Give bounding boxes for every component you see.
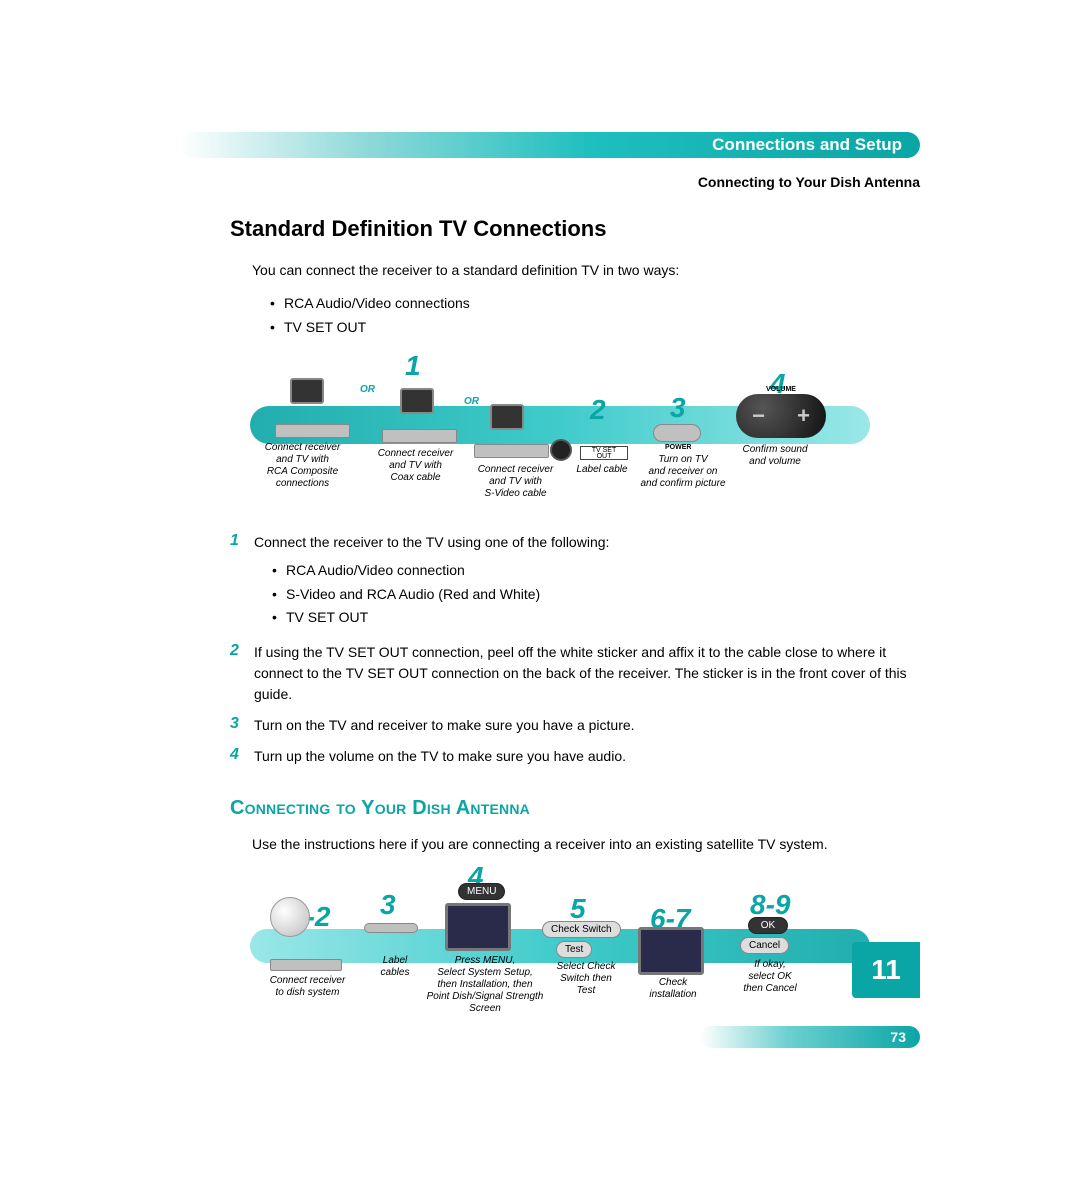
volume-label: VOLUME — [766, 386, 796, 393]
or-label: OR — [464, 396, 479, 407]
diagram-caption: Confirm sound and volume — [730, 444, 820, 468]
section2-intro: Use the instructions here if you are con… — [252, 834, 920, 854]
diagram-caption: Connect receiver and TV with S-Video cab… — [468, 464, 563, 500]
sub-bullet: S-Video and RCA Audio (Red and White) — [272, 583, 920, 607]
bullet-item: TV SET OUT — [270, 316, 920, 340]
diagram-sd-connections: 1 2 3 4 OR OR TV SETOUT POWER − + VOLUME… — [250, 354, 870, 514]
sub-bullet: TV SET OUT — [272, 606, 920, 630]
subheader: Connecting to Your Dish Antenna — [230, 174, 920, 190]
sub-bullet: RCA Audio/Video connection — [272, 559, 920, 583]
tv-icon — [490, 404, 524, 430]
ok-button-icon: OK — [748, 917, 788, 934]
diagram-caption: Check installation — [638, 977, 708, 1001]
tv-icon — [290, 378, 324, 404]
diagram-caption: Label cable — [572, 464, 632, 476]
bullet-item: RCA Audio/Video connections — [270, 292, 920, 316]
cable-icon — [364, 923, 418, 933]
diagram-step-2: 2 — [590, 394, 606, 426]
step-row: 2 If using the TV SET OUT connection, pe… — [230, 642, 920, 705]
check-switch-button-icon: Check Switch — [542, 921, 621, 938]
step-row: 1 Connect the receiver to the TV using o… — [230, 532, 920, 632]
section1-title: Standard Definition TV Connections — [230, 216, 920, 242]
label-sticker-icon: TV SETOUT — [580, 446, 628, 460]
receiver-icon — [382, 429, 457, 443]
volume-control-icon: − + — [736, 394, 826, 438]
header-banner: Connections and Setup — [180, 132, 920, 158]
receiver-icon — [653, 424, 701, 442]
section1-bullets: RCA Audio/Video connections TV SET OUT — [270, 292, 920, 340]
header-banner-text: Connections and Setup — [712, 135, 902, 155]
step-row: 3 Turn on the TV and receiver to make su… — [230, 715, 920, 736]
step-row: 4 Turn up the volume on the TV to make s… — [230, 746, 920, 767]
diagram-caption: Press MENU, Select System Setup, then In… — [420, 955, 550, 1015]
chapter-tab: 11 — [852, 942, 920, 998]
step-text: If using the TV SET OUT connection, peel… — [254, 642, 920, 705]
tv-icon — [400, 388, 434, 414]
plus-icon: + — [797, 403, 810, 429]
step-text: Turn up the volume on the TV to make sur… — [254, 746, 920, 767]
step-number: 4 — [230, 746, 254, 767]
diagram-step-3: 3 — [380, 889, 396, 921]
diagram-caption: Label cables — [370, 955, 420, 979]
svideo-icon — [550, 439, 572, 461]
diagram-step-89: 8-9 — [750, 889, 790, 921]
tv-check-icon — [638, 927, 704, 975]
step-number: 2 — [230, 642, 254, 705]
diagram-caption: Turn on TV and receiver on and confirm p… — [638, 454, 728, 490]
step-text: Turn on the TV and receiver to make sure… — [254, 715, 920, 736]
diagram-step-3: 3 — [670, 392, 686, 424]
or-label: OR — [360, 384, 375, 395]
section1-intro: You can connect the receiver to a standa… — [252, 260, 920, 280]
receiver-icon — [474, 444, 549, 458]
diagram-dish-antenna: 1-2 3 4 5 6-7 8-9 MENU Check Switch Test… — [250, 867, 870, 1017]
test-button-icon: Test — [556, 941, 592, 958]
menu-button-icon: MENU — [458, 883, 505, 900]
tv-menu-icon — [445, 903, 511, 951]
receiver-icon — [275, 424, 350, 438]
minus-icon: − — [752, 403, 765, 429]
page-number: 73 — [890, 1029, 906, 1045]
receiver-icon — [270, 959, 342, 971]
diagram-caption: Select Check Switch then Test — [546, 961, 626, 997]
diagram-step-1: 1 — [405, 350, 421, 382]
step-number: 3 — [230, 715, 254, 736]
diagram-step-5: 5 — [570, 893, 586, 925]
section2-title: Connecting to Your Dish Antenna — [230, 797, 920, 820]
diagram-caption: Connect receiver to dish system — [260, 975, 355, 999]
step-text: Connect the receiver to the TV using one… — [254, 532, 920, 632]
diagram-caption: Connect receiver and TV with Coax cable — [368, 448, 463, 484]
diagram-caption: Connect receiver and TV with RCA Composi… — [255, 442, 350, 490]
cancel-button-icon: Cancel — [740, 937, 789, 954]
page-number-bar: 73 — [700, 1026, 920, 1048]
steps-list-1: 1 Connect the receiver to the TV using o… — [230, 532, 920, 767]
power-label: POWER — [665, 444, 691, 451]
step-number: 1 — [230, 532, 254, 632]
diagram-caption: If okay, select OK then Cancel — [730, 959, 810, 995]
dish-icon — [270, 897, 310, 937]
